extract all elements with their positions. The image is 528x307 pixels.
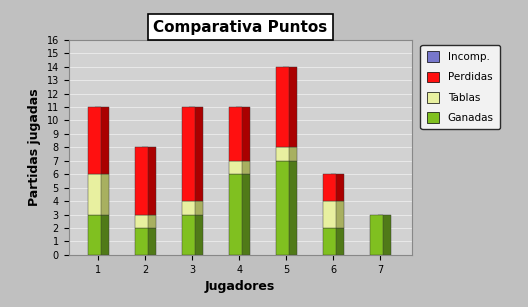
Bar bbox=[284, 147, 297, 161]
Bar bbox=[190, 215, 203, 255]
Bar bbox=[229, 174, 242, 255]
Bar bbox=[69, 134, 412, 147]
Bar bbox=[190, 107, 203, 201]
Bar bbox=[237, 174, 250, 255]
X-axis label: Jugadores: Jugadores bbox=[205, 280, 276, 293]
Bar bbox=[69, 241, 412, 255]
Bar bbox=[135, 228, 148, 255]
Bar bbox=[331, 201, 344, 228]
Bar bbox=[69, 201, 412, 215]
Bar bbox=[229, 107, 242, 161]
Bar bbox=[284, 67, 297, 147]
Bar bbox=[88, 215, 101, 255]
Bar bbox=[323, 228, 336, 255]
Bar bbox=[69, 174, 412, 188]
Bar bbox=[69, 53, 412, 67]
Bar bbox=[96, 174, 109, 215]
Title: Comparativa Puntos: Comparativa Puntos bbox=[153, 20, 327, 35]
Bar bbox=[135, 147, 148, 215]
Bar bbox=[276, 67, 289, 147]
Bar bbox=[69, 228, 412, 241]
Bar bbox=[88, 107, 101, 174]
Bar bbox=[378, 215, 391, 255]
Bar bbox=[143, 215, 156, 228]
Bar bbox=[237, 107, 250, 161]
Bar bbox=[331, 228, 344, 255]
Bar bbox=[143, 147, 156, 215]
Bar bbox=[69, 67, 412, 80]
Bar bbox=[331, 174, 344, 201]
Bar bbox=[190, 201, 203, 215]
Bar bbox=[69, 161, 412, 174]
Bar bbox=[69, 120, 412, 134]
Bar bbox=[182, 201, 195, 215]
Bar bbox=[284, 161, 297, 255]
Bar bbox=[370, 215, 383, 255]
Y-axis label: Partidas jugadas: Partidas jugadas bbox=[28, 88, 41, 206]
Legend: Incomp., Perdidas, Tablas, Ganadas: Incomp., Perdidas, Tablas, Ganadas bbox=[420, 45, 500, 129]
Bar bbox=[69, 188, 412, 201]
Bar bbox=[237, 161, 250, 174]
Bar bbox=[69, 94, 412, 107]
Bar bbox=[276, 147, 289, 161]
Bar bbox=[229, 161, 242, 174]
Bar bbox=[182, 107, 195, 201]
Bar bbox=[69, 215, 412, 228]
Bar bbox=[323, 201, 336, 228]
Bar bbox=[135, 215, 148, 228]
Bar bbox=[88, 174, 101, 215]
Bar bbox=[69, 107, 412, 120]
Bar bbox=[69, 80, 412, 94]
Bar bbox=[69, 40, 412, 53]
Bar bbox=[182, 215, 195, 255]
Bar bbox=[69, 147, 412, 161]
Bar bbox=[323, 174, 336, 201]
Bar bbox=[143, 228, 156, 255]
Bar bbox=[96, 215, 109, 255]
Bar bbox=[276, 161, 289, 255]
Bar bbox=[96, 107, 109, 174]
